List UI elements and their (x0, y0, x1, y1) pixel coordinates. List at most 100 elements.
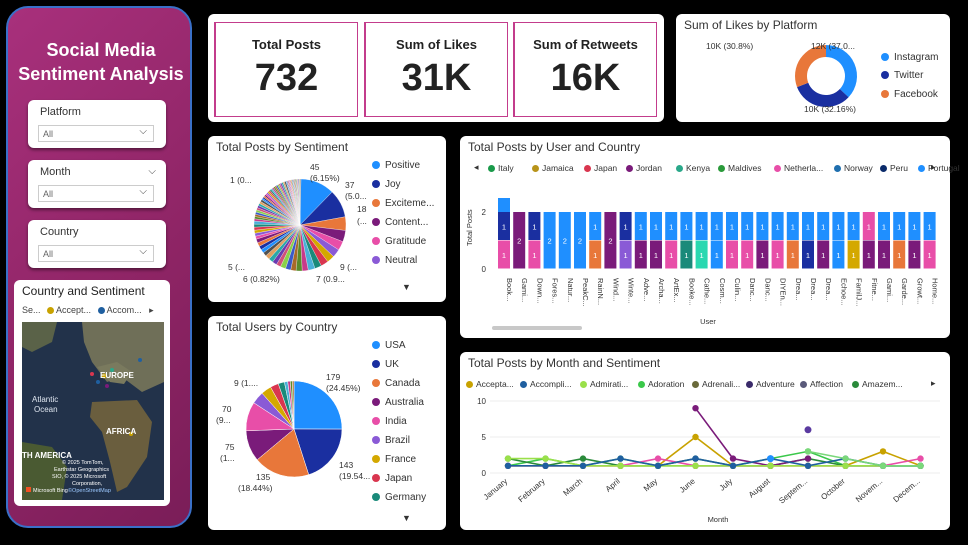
data-point[interactable] (767, 455, 774, 463)
bar-segment[interactable] (741, 240, 754, 269)
data-point[interactable] (579, 462, 587, 469)
bar-segment[interactable] (710, 240, 723, 269)
bar-segment[interactable] (528, 240, 541, 269)
legend-item[interactable]: Adventure (746, 379, 795, 389)
data-point[interactable] (879, 448, 887, 455)
bar-segment[interactable] (680, 212, 693, 240)
data-point[interactable] (729, 455, 737, 462)
bar-segment[interactable] (923, 240, 936, 269)
data-point[interactable] (692, 433, 699, 441)
series-line[interactable] (508, 457, 921, 467)
data-point[interactable] (729, 462, 737, 469)
bar-segment[interactable] (634, 212, 647, 240)
legend-item[interactable]: Affection (800, 379, 843, 389)
legend-item[interactable]: Gratitude (372, 236, 426, 247)
donut-slice[interactable] (795, 45, 826, 88)
bar-segment[interactable] (878, 212, 890, 240)
bar-segment[interactable] (695, 212, 708, 240)
bar-segment[interactable] (695, 240, 708, 269)
bar-segment[interactable] (543, 212, 556, 269)
bar-segment[interactable] (528, 212, 541, 240)
series-line[interactable] (508, 457, 921, 467)
legend-twitter[interactable]: Twitter (881, 70, 923, 81)
bar-segment[interactable] (680, 240, 693, 269)
bar-segment[interactable] (513, 212, 526, 269)
legend-item[interactable]: Kenya (676, 163, 710, 173)
bar-segment[interactable] (498, 198, 510, 212)
legend-item[interactable]: Neutral (372, 255, 417, 266)
data-point[interactable] (504, 462, 512, 469)
bar-segment[interactable] (604, 212, 617, 269)
data-point[interactable] (917, 455, 924, 462)
legend-item[interactable]: Amazem... (852, 379, 903, 389)
legend-item[interactable]: Australia (372, 397, 424, 408)
bar-segment[interactable] (771, 240, 784, 269)
bar-segment[interactable] (862, 240, 875, 269)
legend-item[interactable]: UK (372, 359, 399, 370)
bar-segment[interactable] (771, 212, 784, 240)
legend-item[interactable]: Brazil (372, 435, 410, 446)
data-point[interactable] (617, 455, 624, 462)
pie-slice[interactable] (292, 380, 295, 430)
bar-segment[interactable] (756, 212, 769, 240)
bar-segment[interactable] (665, 240, 678, 269)
bar-segment[interactable] (619, 240, 632, 269)
legend-item[interactable]: Exciteme... (372, 198, 434, 209)
country-dropdown[interactable]: All ⌵ (38, 245, 154, 262)
user-country-bar-chart[interactable]: Total Posts 0 2 1 1 Book... 2 Gami... 1 1 Down...… (460, 136, 950, 338)
bar-segment[interactable] (862, 212, 875, 240)
chevron-down-icon[interactable]: ⌵ (148, 166, 156, 177)
bar-segment[interactable] (619, 212, 632, 240)
data-point[interactable] (617, 462, 624, 469)
legend-item[interactable]: Netherla... (774, 163, 823, 173)
data-point[interactable] (804, 462, 812, 469)
likes-donut-chart[interactable]: 10K (30.8%) 12K (37.0... 10K (32.16%) (676, 14, 950, 122)
legend-item[interactable]: Adoration (638, 379, 684, 389)
legend-item[interactable]: Portugal (918, 163, 960, 173)
legend-item[interactable]: Peru (880, 163, 908, 173)
data-point[interactable] (654, 455, 662, 462)
bar-segment[interactable] (847, 240, 860, 269)
bar-segment[interactable] (802, 212, 814, 240)
data-point[interactable] (692, 405, 699, 412)
data-point[interactable] (542, 455, 549, 462)
bar-segment[interactable] (756, 240, 769, 269)
bar-segment[interactable] (832, 240, 845, 269)
data-point[interactable] (804, 426, 812, 434)
series-line[interactable] (807, 450, 921, 467)
donut-slice[interactable] (826, 45, 857, 98)
bar-segment[interactable] (847, 212, 860, 240)
bar-segment[interactable] (817, 240, 830, 269)
bar-segment[interactable] (650, 240, 662, 269)
data-point[interactable] (804, 448, 812, 455)
bar-segment[interactable] (832, 212, 845, 240)
data-point[interactable] (842, 455, 849, 462)
legend-item[interactable]: Japan (372, 473, 412, 484)
bar-segment[interactable] (893, 212, 906, 240)
bar-segment[interactable] (650, 212, 662, 240)
osm-link[interactable]: ©OpenStreetMap (68, 487, 111, 494)
data-point[interactable] (842, 462, 849, 469)
legend-facebook[interactable]: Facebook (881, 89, 938, 100)
bar-segment[interactable] (726, 240, 738, 269)
pie-slice[interactable] (256, 428, 310, 478)
data-point[interactable] (579, 455, 587, 462)
legend-item[interactable]: Joy (372, 179, 401, 190)
month-slicer[interactable]: Month ⌵ All ⌵ (28, 160, 166, 208)
country-slicer[interactable]: Country All ⌵ (28, 220, 166, 268)
data-point[interactable] (692, 462, 699, 469)
legend-item[interactable]: Norway (834, 163, 873, 173)
legend-item[interactable]: Jamaica (532, 163, 574, 173)
bar-segment[interactable] (589, 212, 602, 240)
chevron-right-icon[interactable]: ▸ (931, 378, 936, 388)
legend-item[interactable]: Japan (584, 163, 617, 173)
bar-segment[interactable] (786, 240, 799, 269)
legend-item[interactable]: Italy (488, 163, 514, 173)
legend-item[interactable]: Positive (372, 160, 420, 171)
legend-item[interactable]: France (372, 454, 416, 465)
bar-segment[interactable] (786, 212, 799, 240)
data-point[interactable] (917, 462, 924, 469)
users-country-pie-chart[interactable]: 179 (24.45%) 143 (19.54... 135 (18.44%) … (208, 316, 446, 530)
scroll-down-icon[interactable]: ▼ (402, 513, 411, 523)
legend-item[interactable]: Content... (372, 217, 428, 228)
